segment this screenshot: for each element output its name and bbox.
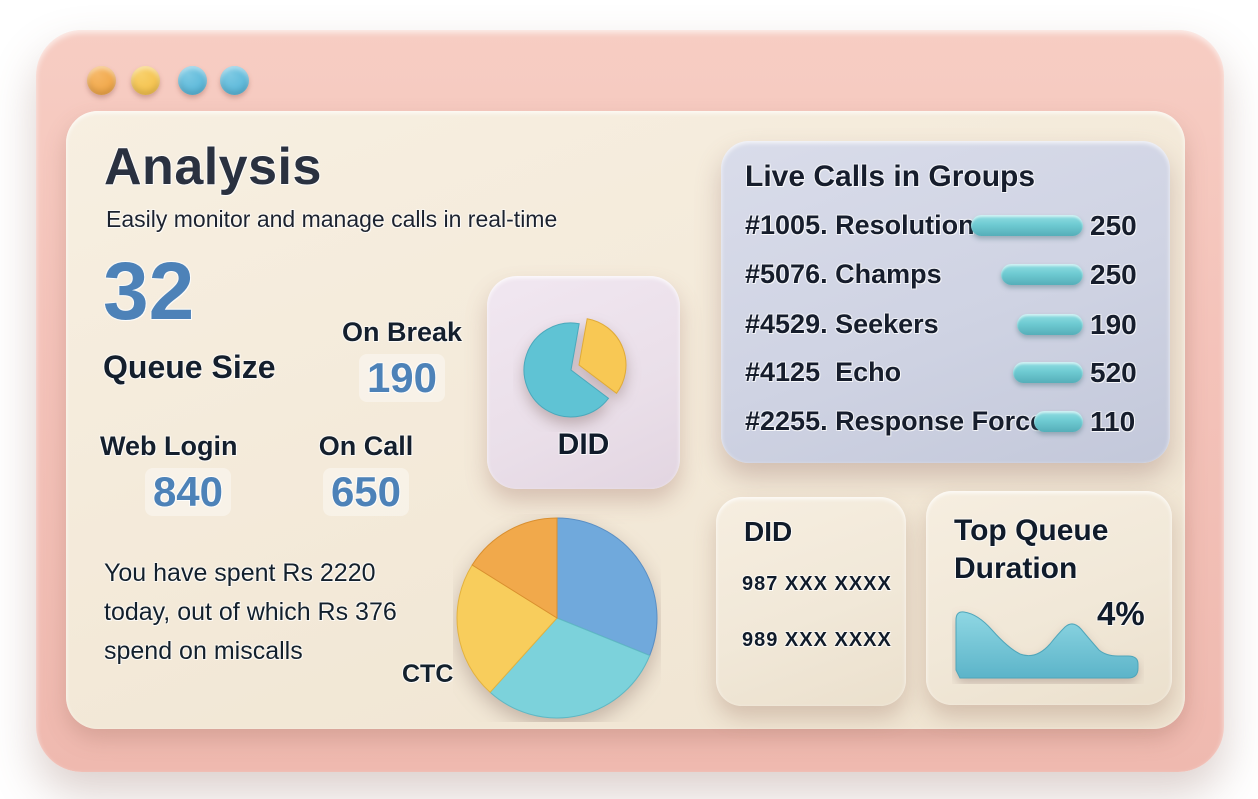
top-queue-area-shape: [955, 611, 1139, 679]
live-calls-panel: Live Calls in Groups #1005. Resolution 2…: [721, 141, 1170, 463]
window-control-dot-yellow[interactable]: [131, 66, 160, 95]
top-queue-value: 4%: [1097, 595, 1145, 632]
group-label: #4529. Seekers: [745, 309, 939, 339]
ctc-pie-chart: [456, 517, 658, 719]
group-label: #2255. Response Force: [745, 406, 1046, 436]
queue-size-value: 32: [103, 246, 195, 337]
group-label: #4125 Echo: [745, 357, 902, 387]
queue-size-label: Queue Size: [103, 349, 276, 385]
live-calls-title: Live Calls in Groups: [745, 160, 1036, 193]
ctc-pie-slice-blue: [556, 517, 658, 657]
top-queue-area-chart: [955, 611, 1139, 679]
did-pie-slice-yellow: [578, 318, 627, 395]
group-label: #5076. Champs: [745, 259, 942, 289]
web-login-label: Web Login: [100, 431, 238, 461]
group-value: 250: [1090, 259, 1137, 290]
window-control-dot-blue-1[interactable]: [178, 66, 207, 95]
did-pie-card: DID: [487, 276, 680, 489]
live-calls-row: #4529. Seekers 190: [745, 309, 1146, 341]
did-pie-chart: [523, 318, 627, 418]
on-call-stat: On Call 650: [306, 431, 426, 516]
live-calls-row: #1005. Resolution 250: [745, 210, 1146, 242]
group-label: #1005. Resolution: [745, 210, 975, 240]
group-value: 110: [1090, 406, 1136, 437]
page-title: Analysis: [104, 138, 322, 196]
on-break-value: 190: [358, 354, 446, 402]
group-value: 250: [1090, 210, 1137, 241]
group-bar: [1034, 411, 1083, 432]
group-bar: [1017, 314, 1083, 335]
main-panel: Analysis Easily monitor and manage calls…: [66, 111, 1185, 729]
on-break-label: On Break: [341, 317, 463, 347]
on-call-value: 650: [322, 468, 410, 516]
top-queue-title: Top Queue Duration: [954, 514, 1109, 585]
did-number: 987 XXX XXXX: [742, 573, 892, 595]
ctc-pie-slice-orange: [471, 517, 558, 619]
ctc-pie-slice-yellow: [456, 564, 558, 694]
live-calls-row: #2255. Response Force 110: [745, 406, 1146, 438]
ctc-pie-label: CTC: [402, 660, 454, 688]
group-value: 190: [1090, 309, 1137, 340]
ctc-pie-slice-teal: [489, 617, 651, 719]
spend-note: You have spent Rs 2220 today, out of whi…: [104, 559, 397, 665]
live-calls-row: #4125 Echo 520: [745, 357, 1146, 389]
window-control-dot-orange[interactable]: [87, 66, 116, 95]
on-break-stat: On Break 190: [332, 317, 472, 402]
live-calls-row: #5076. Champs 250: [745, 259, 1146, 291]
did-pie-label: DID: [557, 428, 610, 461]
did-numbers-card: DID 987 XXX XXXX 989 XXX XXXX: [716, 497, 906, 706]
web-login-stat: Web Login 840: [100, 431, 276, 516]
did-pie-slice-teal: [523, 322, 610, 418]
group-bar: [1013, 362, 1083, 383]
window-control-dot-blue-2[interactable]: [220, 66, 249, 95]
page-subtitle: Easily monitor and manage calls in real-…: [106, 206, 558, 232]
app-window: Analysis Easily monitor and manage calls…: [36, 30, 1224, 772]
group-bar: [1001, 264, 1083, 285]
top-queue-duration-card: Top Queue Duration 4%: [926, 491, 1172, 705]
did-numbers-title: DID: [744, 516, 793, 547]
group-bar: [971, 215, 1083, 236]
did-number: 989 XXX XXXX: [742, 629, 892, 651]
group-value: 520: [1090, 357, 1137, 388]
on-call-label: On Call: [318, 431, 414, 461]
web-login-value: 840: [144, 468, 232, 516]
